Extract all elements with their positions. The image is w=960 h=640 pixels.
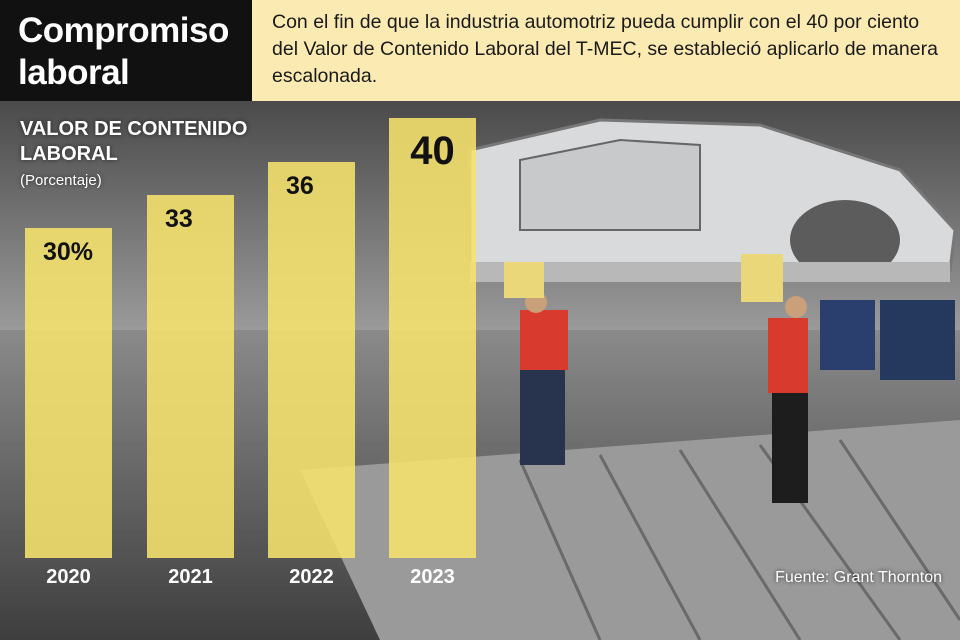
value-label-2021: 33	[165, 205, 193, 233]
bar-2022	[268, 162, 355, 558]
bar-2020	[25, 228, 112, 558]
intro-panel: Con el fin de que la industria automotri…	[252, 0, 960, 101]
category-label-2023: 2023	[410, 566, 455, 588]
chart-title: VALOR DE CONTENIDO LABORAL	[20, 118, 248, 165]
page-title: Compromiso laboral	[18, 11, 229, 92]
chart-subtitle: (Porcentaje)	[20, 172, 102, 189]
intro-text: Con el fin de que la industria automotri…	[272, 11, 938, 87]
value-label-2022: 36	[286, 172, 314, 200]
category-label-2022: 2022	[289, 566, 334, 588]
value-label-2023: 40	[410, 129, 455, 173]
source-note: Fuente: Grant Thornton	[775, 569, 942, 586]
title-panel: Compromiso laboral	[0, 0, 252, 101]
bar-2021	[147, 195, 234, 558]
value-label-2020: 30%	[43, 238, 93, 266]
category-label-2021: 2021	[168, 566, 213, 588]
bar-2023	[389, 118, 476, 558]
category-label-2020: 2020	[46, 566, 91, 588]
